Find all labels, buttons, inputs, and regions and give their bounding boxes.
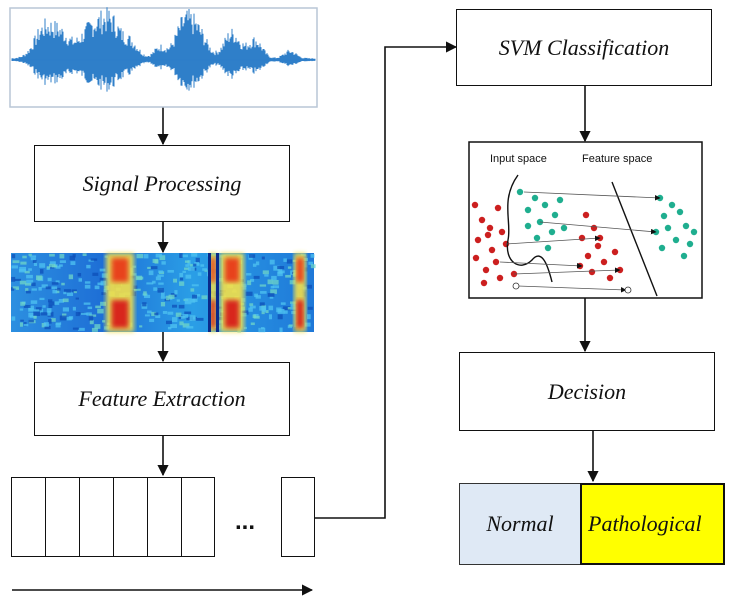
feature-vector-last-cell <box>281 477 315 557</box>
pathological-outcome-box: Pathological <box>580 483 725 565</box>
pathological-label: Pathological <box>588 511 702 536</box>
feature-vector-ellipsis: ... <box>235 508 256 535</box>
signal-processing-box: Signal Processing <box>34 145 290 222</box>
feature-vector-cell <box>147 477 182 557</box>
feature-extraction-box: Feature Extraction <box>34 362 290 436</box>
normal-outcome-box: Normal <box>459 483 581 565</box>
feature-vector-cell <box>45 477 80 557</box>
decision-label: Decision <box>547 378 627 404</box>
feature-extraction-label: Feature Extraction <box>78 386 246 411</box>
feature-vector-cell <box>181 477 215 557</box>
feature-vector-cell <box>79 477 114 557</box>
normal-label: Normal <box>486 511 554 536</box>
svm-classification-box: SVM Classification <box>456 9 712 86</box>
arrow-vector-to-svm <box>315 41 458 519</box>
feature-space-label: Feature space <box>582 153 652 165</box>
feature-vector-cell <box>113 477 148 557</box>
svm-classification-label: SVM Classification <box>498 34 670 60</box>
decision-box: Decision <box>459 352 715 431</box>
signal-processing-label: Signal Processing <box>82 170 242 196</box>
feature-vector-cell <box>11 477 46 557</box>
input-space-label: Input space <box>490 153 547 165</box>
